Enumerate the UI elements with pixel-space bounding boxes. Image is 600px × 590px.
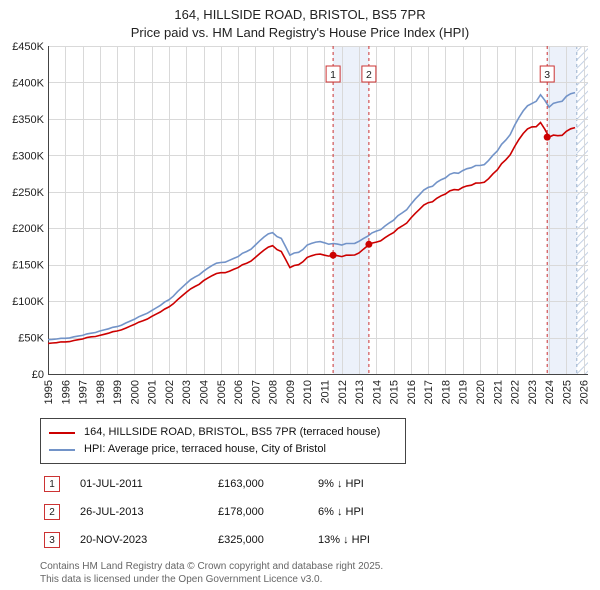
sale-price: £178,000 [218, 506, 264, 518]
x-axis-label: 1997 [78, 380, 90, 404]
sale-date: 20-NOV-2023 [80, 534, 148, 546]
sale-hpi-delta: 13% ↓ HPI [318, 534, 370, 546]
x-axis-label: 2004 [199, 380, 211, 404]
chart-subtitle: Price paid vs. HM Land Registry's House … [130, 25, 470, 40]
x-axis-label: 2003 [181, 380, 193, 404]
y-axis-label: £100K [12, 296, 44, 308]
y-axis-label: £400K [12, 77, 44, 89]
x-axis-label: 2012 [337, 380, 349, 404]
sale-row: 2 26-JUL-2013 £178,000 6% ↓ HPI [44, 504, 600, 520]
sale-point [329, 251, 337, 259]
x-axis-label: 2017 [423, 380, 435, 404]
chart-title: 164, HILLSIDE ROAD, BRISTOL, BS5 7PR [174, 7, 426, 22]
sale-period-band [547, 46, 577, 374]
y-axis-label: £200K [12, 223, 44, 235]
hpi-line-swatch [49, 448, 75, 451]
legend: 164, HILLSIDE ROAD, BRISTOL, BS5 7PR (te… [40, 418, 406, 464]
y-axis-label: £0 [32, 369, 44, 381]
sale-number-badge: 1 [44, 476, 60, 492]
sale-marker-number: 3 [544, 69, 550, 81]
x-axis-label: 2025 [561, 380, 573, 404]
x-axis-label: 2024 [544, 380, 556, 404]
x-axis-label: 2021 [492, 380, 504, 404]
x-axis-label: 2010 [302, 380, 314, 404]
y-axis-label: £350K [12, 114, 44, 126]
x-axis-label: 1998 [95, 380, 107, 404]
legend-label-hpi: HPI: Average price, terraced house, City… [84, 443, 326, 455]
x-axis-label: 2026 [579, 380, 591, 404]
sale-hpi-delta: 6% ↓ HPI [318, 506, 364, 518]
chart-header: 164, HILLSIDE ROAD, BRISTOL, BS5 7PR Pri… [0, 0, 600, 42]
x-axis-label: 2006 [233, 380, 245, 404]
legend-item-price: 164, HILLSIDE ROAD, BRISTOL, BS5 7PR (te… [49, 424, 397, 441]
x-axis-label: 2009 [285, 380, 297, 404]
x-axis-label: 1996 [60, 380, 72, 404]
price-line-swatch [49, 431, 75, 434]
sale-date: 26-JUL-2013 [80, 506, 144, 518]
x-axis-label: 2000 [129, 380, 141, 404]
sale-number-badge: 3 [44, 532, 60, 548]
x-axis-label: 1999 [112, 380, 124, 404]
y-axis-label: £300K [12, 150, 44, 162]
x-axis-label: 2020 [475, 380, 487, 404]
future-hatch-region [576, 46, 588, 374]
x-axis-label: 2001 [147, 380, 159, 404]
sale-point [543, 133, 551, 141]
sale-marker-badge [325, 65, 341, 83]
sale-marker-number: 1 [330, 69, 336, 81]
sale-row: 3 20-NOV-2023 £325,000 13% ↓ HPI [44, 532, 600, 548]
footer-line-2: This data is licensed under the Open Gov… [40, 574, 323, 585]
y-axis-label: £450K [12, 42, 44, 53]
x-axis-label: 2019 [458, 380, 470, 404]
sale-marker-badge [361, 65, 377, 83]
x-axis-label: 2002 [164, 380, 176, 404]
x-axis-label: 1995 [43, 380, 55, 404]
hpi-line [47, 91, 576, 341]
sales-table: 1 01-JUL-2011 £163,000 9% ↓ HPI 2 26-JUL… [44, 476, 600, 548]
sale-period-band [333, 46, 369, 374]
footer: Contains HM Land Registry data © Crown c… [40, 560, 600, 586]
price-line [47, 121, 576, 345]
x-axis-label: 2016 [406, 380, 418, 404]
sale-hpi-delta: 9% ↓ HPI [318, 478, 364, 490]
x-axis-label: 2013 [354, 380, 366, 404]
x-axis-label: 2011 [320, 380, 332, 404]
sale-row: 1 01-JUL-2011 £163,000 9% ↓ HPI [44, 476, 600, 492]
x-axis-label: 2007 [250, 380, 262, 404]
x-axis-label: 2018 [440, 380, 452, 404]
x-axis-label: 2014 [371, 380, 383, 404]
legend-item-hpi: HPI: Average price, terraced house, City… [49, 441, 397, 458]
sale-date: 01-JUL-2011 [80, 478, 143, 490]
sale-number-badge: 2 [44, 504, 60, 520]
x-axis-label: 2023 [527, 380, 539, 404]
x-axis-label: 2005 [216, 380, 228, 404]
footer-line-1: Contains HM Land Registry data © Crown c… [40, 561, 384, 572]
x-axis-label: 2008 [268, 380, 280, 404]
sale-point [365, 240, 373, 248]
x-axis-label: 2022 [510, 380, 522, 404]
legend-label-price: 164, HILLSIDE ROAD, BRISTOL, BS5 7PR (te… [84, 426, 381, 438]
x-axis-label: 2015 [389, 380, 401, 404]
sale-marker-number: 2 [366, 69, 372, 81]
sale-marker-badge [539, 65, 555, 83]
sale-price: £163,000 [218, 478, 264, 490]
y-axis-label: £150K [12, 260, 44, 272]
price-history-chart[interactable]: £0 £50K £100K £150K £200K £250K £300K £350K £400… [0, 42, 600, 410]
sale-price: £325,000 [218, 534, 264, 546]
y-axis-label: £50K [18, 333, 44, 345]
y-axis-label: £250K [12, 187, 44, 199]
